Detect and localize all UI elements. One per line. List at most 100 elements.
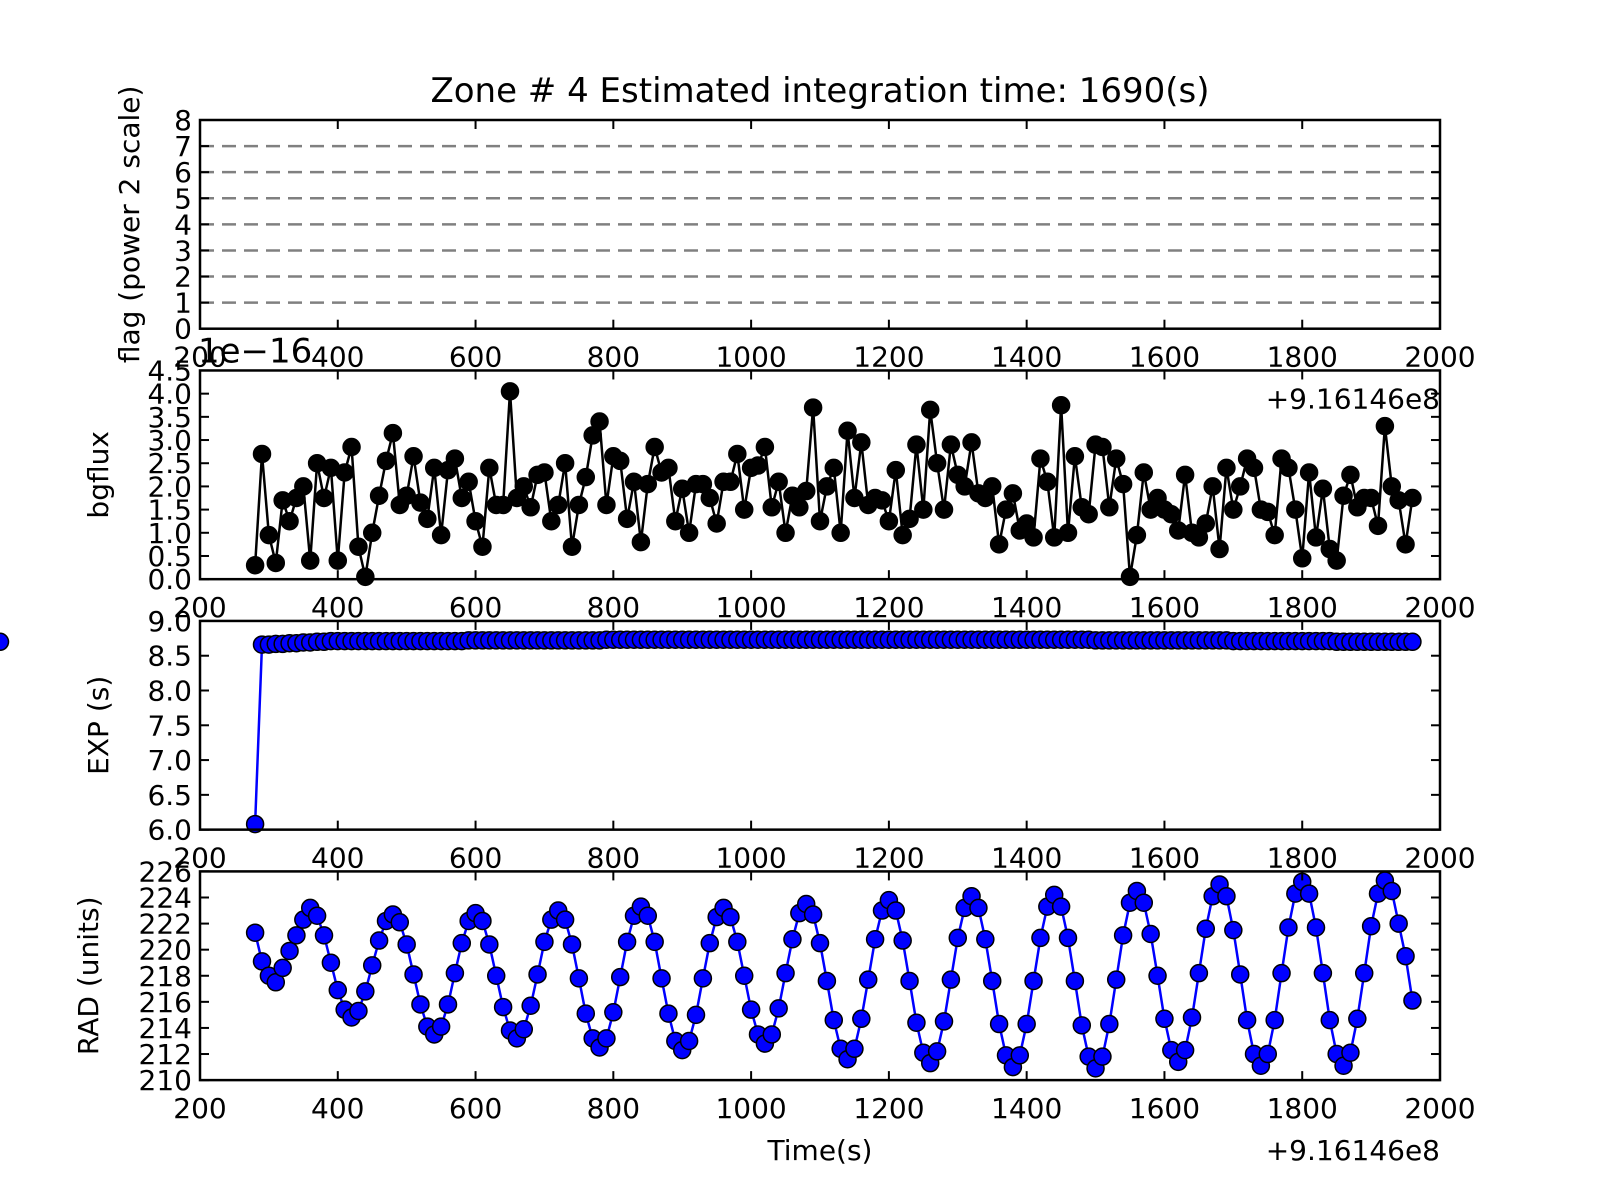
data-point xyxy=(1403,632,1422,652)
x-tick-label: 400 xyxy=(311,1092,364,1125)
data-point xyxy=(535,463,554,482)
data-point xyxy=(769,472,788,492)
y-tick-label: 2 xyxy=(174,261,192,294)
data-point xyxy=(645,932,664,952)
data-point xyxy=(335,463,354,482)
y-axis-label: bgflux xyxy=(82,431,115,519)
x-tick-label: 600 xyxy=(449,842,502,875)
data-point xyxy=(514,1019,534,1039)
y-axis-label: RAD (units) xyxy=(72,896,105,1055)
data-point xyxy=(941,970,961,989)
x-tick-label: 2000 xyxy=(1404,842,1475,875)
data-point xyxy=(1017,1014,1036,1034)
data-point xyxy=(1134,893,1154,912)
data-point xyxy=(1134,463,1154,482)
y-tick-label: 1.5 xyxy=(147,494,192,527)
data-point xyxy=(1072,1016,1092,1035)
data-point xyxy=(473,911,492,931)
data-point xyxy=(562,935,582,954)
data-point xyxy=(776,523,795,543)
data-point xyxy=(411,493,430,512)
data-point xyxy=(349,537,368,556)
data-point xyxy=(314,488,334,508)
data-point xyxy=(610,967,630,987)
data-point xyxy=(383,423,403,443)
data-point xyxy=(362,523,382,543)
y-tick-label: 6.0 xyxy=(147,814,192,847)
data-point xyxy=(245,556,265,575)
data-point xyxy=(300,551,320,570)
data-point xyxy=(1327,551,1346,570)
data-point xyxy=(328,551,348,570)
data-point xyxy=(852,433,871,452)
data-point xyxy=(1196,919,1216,939)
data-point xyxy=(280,511,299,531)
data-point xyxy=(404,447,423,466)
data-point xyxy=(893,525,912,545)
data-point xyxy=(1148,966,1167,986)
data-point xyxy=(652,969,671,988)
data-point xyxy=(879,511,899,531)
data-point xyxy=(362,956,382,975)
data-point xyxy=(1279,918,1298,937)
data-point xyxy=(1189,963,1209,983)
x-tick-label: 1000 xyxy=(715,591,786,624)
data-point xyxy=(893,931,912,950)
x-tick-label: 200 xyxy=(173,341,226,374)
data-point xyxy=(500,382,520,401)
data-point xyxy=(369,486,389,505)
data-point xyxy=(1093,437,1112,457)
data-point xyxy=(734,500,754,519)
data-point xyxy=(748,456,768,475)
data-point xyxy=(700,488,720,508)
data-point xyxy=(886,460,906,480)
y-tick-label: 224 xyxy=(139,881,192,914)
data-point xyxy=(1113,474,1133,494)
data-point xyxy=(1100,498,1119,517)
data-point xyxy=(1361,488,1381,508)
data-point xyxy=(542,511,561,531)
x-offset-label: +9.16146e8 xyxy=(1266,1134,1440,1167)
x-tick-label: 600 xyxy=(449,341,502,374)
y-tick-label: 212 xyxy=(139,1038,192,1071)
data-point xyxy=(1217,458,1236,478)
data-point xyxy=(1299,884,1319,903)
y-axis-label: EXP (s) xyxy=(82,676,115,775)
y-tick-label: 9.0 xyxy=(147,605,192,638)
data-point xyxy=(1382,881,1402,901)
y-tick-label: 0.5 xyxy=(147,540,192,573)
data-point xyxy=(1003,484,1023,503)
y-tick-label: 3.0 xyxy=(147,424,192,457)
data-point xyxy=(1224,500,1243,519)
y-tick-label: 7 xyxy=(174,130,192,163)
x-tick-label: 1000 xyxy=(715,1092,786,1125)
data-point xyxy=(390,913,410,932)
data-point xyxy=(1182,1008,1202,1027)
data-point xyxy=(569,495,589,515)
data-point xyxy=(535,932,554,952)
data-point xyxy=(521,996,540,1016)
data-point xyxy=(1224,920,1243,940)
data-point xyxy=(1113,926,1133,945)
data-point xyxy=(1051,396,1071,415)
data-point xyxy=(294,477,313,496)
data-point xyxy=(597,1029,616,1048)
data-point xyxy=(700,933,720,953)
data-point xyxy=(610,451,630,471)
data-point xyxy=(555,453,575,473)
data-point xyxy=(1237,1010,1257,1030)
y-offset-label: 1e−16 xyxy=(198,331,312,371)
data-point xyxy=(1065,447,1085,466)
data-point xyxy=(934,1012,954,1031)
x-axis-label: Time(s) xyxy=(767,1134,873,1167)
data-point xyxy=(969,898,988,918)
x-tick-label: 800 xyxy=(587,591,640,624)
y-axis-label: flag (power 2 scale) xyxy=(113,86,146,364)
data-point xyxy=(521,498,540,517)
data-point xyxy=(1258,1044,1278,1064)
data-point xyxy=(307,906,327,926)
data-point xyxy=(962,433,981,452)
x-tick-label: 1400 xyxy=(991,341,1062,374)
data-point xyxy=(982,477,1002,496)
data-point xyxy=(1038,472,1057,492)
